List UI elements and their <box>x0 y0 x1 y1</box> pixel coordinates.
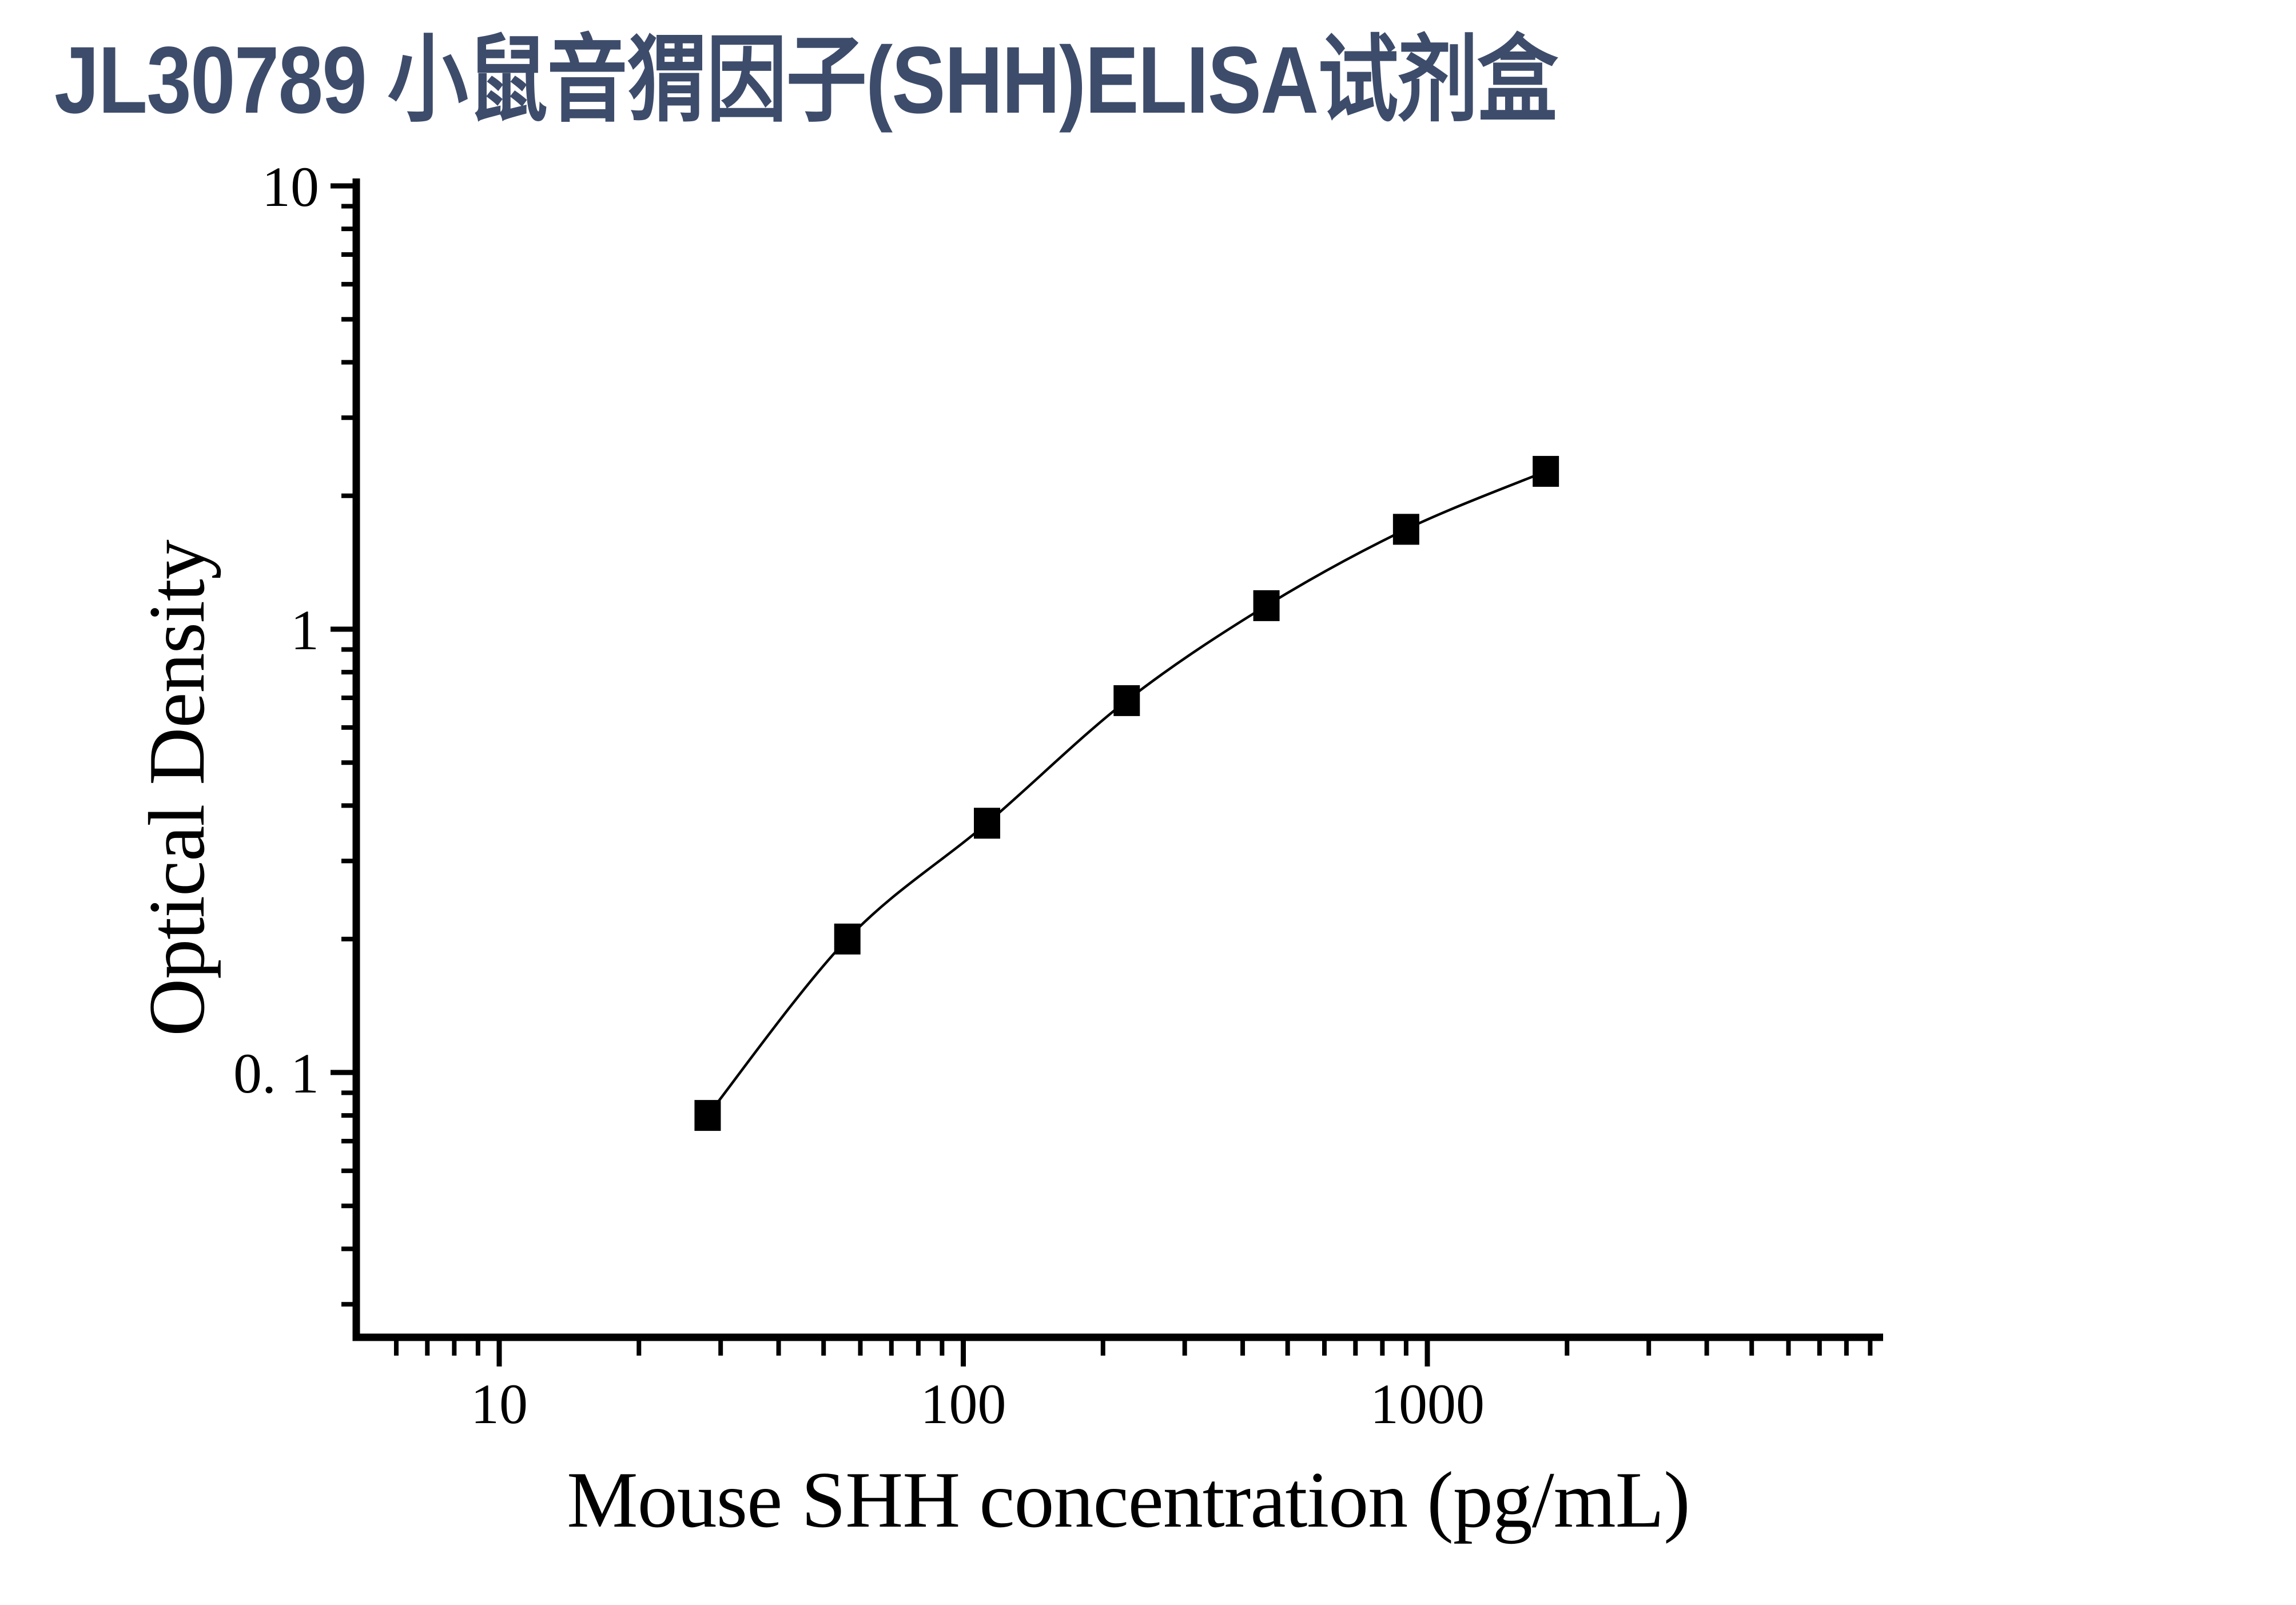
data-point-marker <box>834 923 861 955</box>
data-point-marker <box>1533 456 1559 487</box>
y-tick-label: 1 <box>291 598 319 662</box>
y-tick-label: 10 <box>262 155 319 218</box>
x-axis-title: Mouse SHH concentration (pg/mL) <box>567 1456 1690 1544</box>
x-tick-label: 1000 <box>1370 1372 1485 1436</box>
data-point-marker <box>1113 685 1140 716</box>
data-point-marker <box>694 1100 721 1131</box>
y-axis-title: Optical Density <box>133 540 221 1036</box>
x-tick-label: 100 <box>920 1372 1006 1436</box>
data-point-marker <box>1253 590 1280 621</box>
figure-title: JL30789 小鼠音猬因子(SHH)ELISA试剂盒 <box>54 27 1558 133</box>
y-tick-label: 0. 1 <box>233 1042 319 1105</box>
x-tick-label: 10 <box>471 1372 528 1436</box>
data-point-marker <box>1392 514 1419 545</box>
standard-curve-line <box>706 470 1547 1117</box>
data-point-marker <box>974 808 1001 839</box>
